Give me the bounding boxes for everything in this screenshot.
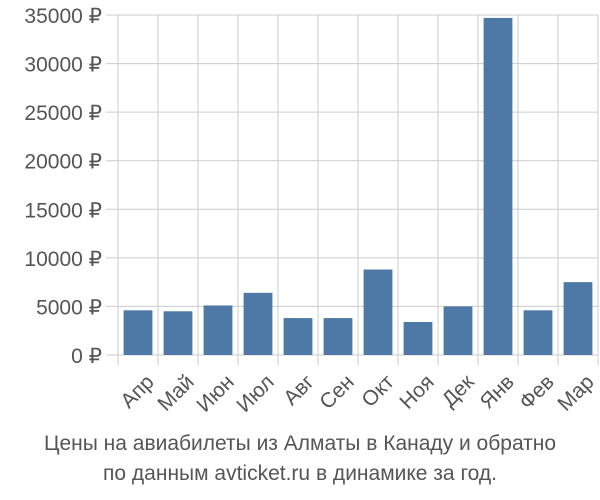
caption-line-1: Цены на авиабилеты из Алматы в Канаду и … (43, 432, 557, 455)
bar-Май (163, 311, 193, 355)
x-tick-label: Май (153, 370, 198, 415)
x-tick-label: Мар (553, 370, 598, 415)
x-tick-label: Дек (438, 370, 480, 412)
grid-lines (106, 14, 599, 365)
bar-chart: 0 ₽ 5000 ₽ 10000 ₽ 15000 ₽ 20000 ₽ 25000 ₽ 300… (24, 5, 599, 417)
x-tick-label: Ноя (395, 370, 438, 413)
bar-Окт (363, 269, 393, 355)
bars (123, 17, 593, 356)
y-tick-label: 10000 ₽ (24, 248, 102, 271)
bar-Апр (123, 310, 153, 355)
bar-Дек (443, 306, 473, 355)
x-tick-label: Сен (315, 370, 358, 413)
caption-line-2: по данным avticket.ru в динамике за год. (103, 462, 497, 485)
y-tick-label: 20000 ₽ (24, 151, 102, 174)
x-tick-label: Апр (116, 370, 158, 412)
x-tick-label: Окт (357, 370, 399, 412)
bar-Сен (323, 318, 353, 355)
bar-Авг (283, 318, 313, 355)
y-tick-label: 5000 ₽ (36, 296, 102, 319)
x-tick-label: Фев (515, 370, 559, 414)
bar-Июл (243, 292, 273, 355)
bar-Фев (523, 310, 553, 355)
x-tick-label: Авг (279, 370, 319, 410)
bar-Ноя (403, 321, 433, 355)
chart-caption: Цены на авиабилеты из Алматы в Канаду и … (0, 429, 600, 489)
bar-Мар (563, 282, 593, 355)
x-tick-label: Янв (476, 370, 519, 413)
bar-Янв (483, 17, 513, 356)
y-tick-label: 30000 ₽ (24, 54, 102, 77)
x-tick-label: Июл (232, 370, 278, 416)
y-axis-tick-labels: 0 ₽ 5000 ₽ 10000 ₽ 15000 ₽ 20000 ₽ 25000 ₽ 300… (24, 5, 102, 368)
y-tick-label: 35000 ₽ (24, 5, 102, 28)
y-tick-label: 25000 ₽ (24, 102, 102, 125)
x-tick-label: Июн (192, 370, 238, 416)
bar-Июн (203, 305, 233, 355)
y-tick-label: 15000 ₽ (24, 199, 102, 222)
y-tick-label: 0 ₽ (71, 345, 102, 368)
